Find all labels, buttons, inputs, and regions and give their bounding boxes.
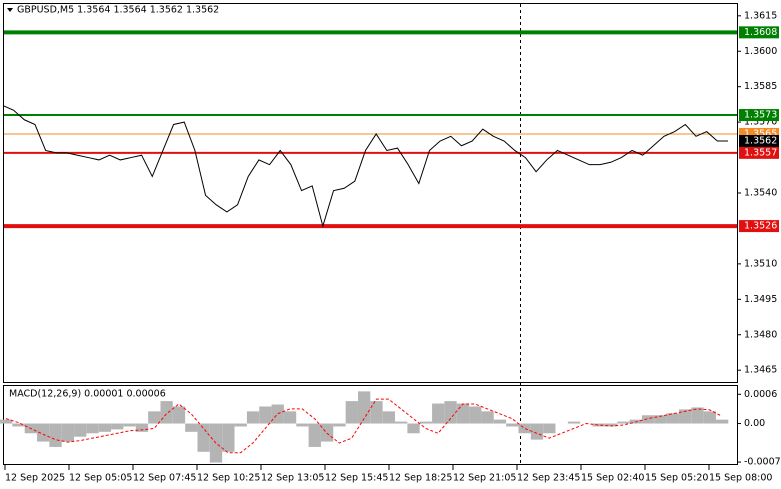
y-tick-label: 1.3585 bbox=[744, 81, 777, 92]
macd-bar bbox=[345, 401, 358, 424]
macd-bar bbox=[716, 419, 729, 424]
y-tick-label: 1.3480 bbox=[744, 329, 777, 340]
macd-bar bbox=[259, 406, 272, 424]
x-tick-label: 12 Sep 18:25 bbox=[389, 473, 452, 484]
macd-bar bbox=[617, 421, 630, 424]
macd-bar bbox=[160, 401, 173, 424]
level-label-box bbox=[739, 220, 779, 233]
macd-bar bbox=[691, 407, 704, 424]
macd-bar bbox=[37, 423, 50, 442]
macd-bar bbox=[543, 423, 556, 434]
x-tick-label: 15 Sep 02:40 bbox=[581, 473, 644, 484]
macd-bar bbox=[148, 411, 161, 424]
y-tick-label: 0.00 bbox=[744, 418, 765, 429]
y-tick-label: 1.3540 bbox=[744, 188, 777, 199]
last-price-label: 1.3562 bbox=[744, 136, 777, 147]
macd-bar bbox=[370, 401, 383, 424]
macd-bar bbox=[432, 403, 445, 424]
macd-bar bbox=[333, 423, 346, 427]
x-tick-label: 12 Sep 15:45 bbox=[325, 473, 388, 484]
y-tick-label: 1.3600 bbox=[744, 46, 777, 57]
level-label: 1.3565 bbox=[744, 128, 777, 139]
macd-bar bbox=[123, 423, 136, 427]
x-tick-label: 12 Sep 23:45 bbox=[517, 473, 580, 484]
macd-bar bbox=[604, 423, 618, 427]
macd-bar bbox=[481, 411, 494, 424]
macd-bar bbox=[407, 423, 420, 434]
macd-bar bbox=[86, 423, 99, 434]
x-tick-label: 12 Sep 13:05 bbox=[261, 473, 324, 484]
macd-bar bbox=[246, 411, 260, 424]
y-tick-label: 1.3570 bbox=[744, 117, 777, 128]
macd-bar bbox=[98, 423, 112, 432]
macd-bar bbox=[456, 403, 470, 424]
dropdown-icon[interactable] bbox=[7, 8, 13, 12]
macd-bar bbox=[135, 423, 149, 432]
macd-bar bbox=[469, 406, 482, 424]
y-tick-label: 1.3615 bbox=[744, 10, 777, 21]
x-tick-label: 15 Sep 05:20 bbox=[645, 473, 708, 484]
macd-bar bbox=[0, 419, 13, 424]
level-label-box bbox=[739, 146, 779, 159]
macd-bar bbox=[382, 411, 395, 424]
macd-bar bbox=[678, 409, 692, 424]
x-tick-label: 12 Sep 05:05 bbox=[69, 473, 132, 484]
macd-bar bbox=[197, 423, 210, 452]
macd-pane bbox=[3, 385, 738, 465]
y-tick-label: 0.0006 bbox=[744, 389, 777, 400]
macd-bar bbox=[703, 411, 716, 424]
x-tick-label: 12 Sep 21:05 bbox=[453, 473, 516, 484]
macd-bar bbox=[12, 423, 25, 427]
y-tick-label: 1.3465 bbox=[744, 365, 777, 376]
price-line bbox=[2, 105, 728, 228]
x-tick-label: 12 Sep 10:25 bbox=[197, 473, 260, 484]
macd-bar bbox=[49, 423, 62, 447]
macd-bar bbox=[320, 423, 334, 442]
macd-bar bbox=[185, 423, 198, 432]
macd-bar bbox=[444, 401, 457, 424]
level-label-box bbox=[739, 109, 779, 122]
macd-bar bbox=[296, 423, 309, 427]
macd-title: MACD(12,26,9) 0.00001 0.00006 bbox=[9, 389, 166, 400]
macd-bar bbox=[283, 411, 297, 424]
macd-bar bbox=[111, 423, 124, 430]
y-tick-label: -0.00079 bbox=[744, 457, 781, 468]
macd-bar bbox=[666, 413, 679, 424]
macd-bar bbox=[172, 406, 186, 424]
macd-bar bbox=[419, 421, 433, 424]
macd-bar bbox=[395, 421, 408, 424]
macd-bar bbox=[641, 415, 655, 424]
macd-bar bbox=[567, 421, 581, 424]
macd-bar bbox=[222, 423, 235, 452]
macd-bar bbox=[506, 423, 519, 427]
x-tick-label: 12 Sep 2025 bbox=[5, 473, 65, 484]
macd-bar bbox=[308, 423, 321, 447]
macd-bar bbox=[530, 423, 544, 440]
macd-bar bbox=[271, 404, 284, 424]
macd-bar bbox=[592, 423, 605, 427]
x-tick-label: 15 Sep 08:00 bbox=[709, 473, 772, 484]
macd-bar bbox=[493, 419, 507, 424]
level-label: 1.3608 bbox=[744, 27, 777, 38]
level-label: 1.3557 bbox=[744, 147, 777, 158]
macd-bar bbox=[234, 423, 247, 427]
macd-bar bbox=[654, 415, 667, 424]
macd-bar bbox=[61, 423, 75, 442]
macd-bar bbox=[518, 423, 531, 434]
level-label-box bbox=[739, 26, 779, 39]
macd-bar bbox=[358, 391, 371, 424]
signal-line bbox=[5, 398, 723, 454]
y-tick-label: 1.3495 bbox=[744, 294, 777, 305]
macd-bar bbox=[74, 423, 87, 437]
level-label: 1.3573 bbox=[744, 110, 777, 121]
last-price-box bbox=[739, 135, 779, 148]
y-tick-label: 1.3510 bbox=[744, 258, 777, 269]
level-label: 1.3526 bbox=[744, 221, 777, 232]
x-tick-label: 12 Sep 07:45 bbox=[133, 473, 196, 484]
price-title: GBPUSD,M5 1.3564 1.3564 1.3562 1.3562 bbox=[17, 5, 219, 16]
